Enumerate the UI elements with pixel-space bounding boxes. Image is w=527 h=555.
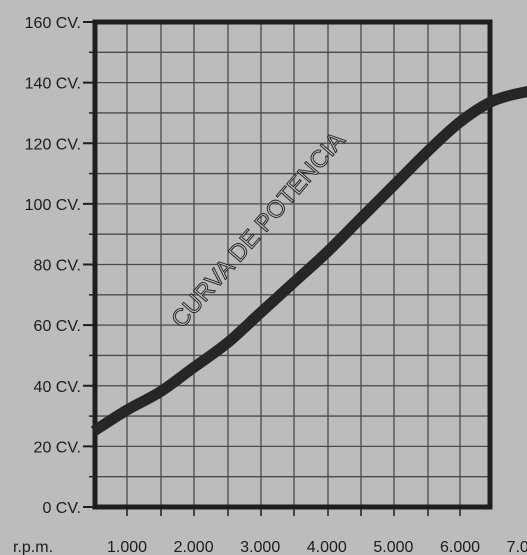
- y-tick-label: 40 CV.: [34, 379, 81, 396]
- y-tick-label: 140 CV.: [25, 76, 81, 93]
- x-axis-prefix: r.p.m.: [13, 539, 53, 555]
- x-tick-label: 6.000: [440, 539, 480, 555]
- chart-grid: [95, 21, 490, 508]
- x-axis: 1.000 2.000 3.000 4.000 5.000 6.000 7.000: [107, 507, 527, 555]
- x-tick-label: 2.000: [174, 539, 214, 555]
- chart-frame: [92, 19, 493, 510]
- y-tick-label: 20 CV.: [34, 439, 81, 456]
- x-tick-label: 4.000: [307, 539, 347, 555]
- y-axis: 160 CV. 140 CV. 120 CV. 100 CV. 80 CV. 60 CV.…: [25, 15, 95, 517]
- y-tick-label: 0 CV.: [42, 500, 81, 517]
- x-tick-label: 1.000: [107, 539, 147, 555]
- x-tick-label: 3.000: [240, 539, 280, 555]
- y-tick-label: 160 CV.: [25, 15, 81, 32]
- y-tick-label: 100 CV.: [25, 197, 81, 214]
- x-tick-label: 5.000: [373, 539, 413, 555]
- y-tick-label: 120 CV.: [25, 136, 81, 153]
- power-curve-line: [90, 85, 527, 436]
- y-tick-label: 80 CV.: [34, 258, 81, 275]
- y-tick-label: 60 CV.: [34, 318, 81, 335]
- x-tick-label: 7.000: [507, 539, 527, 555]
